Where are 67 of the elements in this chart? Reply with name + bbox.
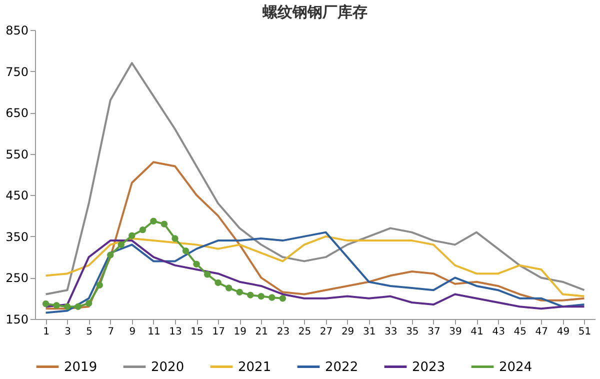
point bbox=[64, 303, 71, 310]
point bbox=[139, 226, 146, 234]
y-tick-label: 650 bbox=[6, 106, 28, 120]
point bbox=[96, 282, 103, 288]
point bbox=[204, 271, 211, 278]
point bbox=[225, 284, 232, 292]
x-tick-label: 39 bbox=[449, 326, 462, 338]
point bbox=[118, 241, 125, 248]
x-tick-label: 9 bbox=[129, 326, 136, 338]
point bbox=[247, 292, 254, 298]
y-tick-label: 750 bbox=[6, 64, 28, 79]
point bbox=[53, 302, 60, 309]
x-tick-label: 5 bbox=[86, 326, 93, 338]
x-tick-label: 51 bbox=[578, 326, 592, 338]
point bbox=[85, 300, 92, 307]
line-series bbox=[44, 62, 586, 296]
point bbox=[268, 294, 276, 301]
x-tick-label: 23 bbox=[276, 326, 290, 338]
x-tick-label: 3 bbox=[64, 326, 71, 338]
point bbox=[172, 235, 178, 242]
x-tick-label: 37 bbox=[428, 326, 440, 338]
point bbox=[42, 300, 50, 308]
x-tick-label: 21 bbox=[255, 326, 268, 338]
x-tick-label: 47 bbox=[535, 326, 548, 338]
y-tick-label: 350 bbox=[6, 230, 28, 244]
x-tick-label: 19 bbox=[234, 326, 246, 338]
point bbox=[279, 295, 286, 302]
legend-label: 2020 bbox=[151, 360, 184, 375]
point bbox=[128, 232, 136, 239]
x-tick-label: 49 bbox=[556, 326, 570, 338]
point bbox=[214, 279, 222, 286]
point bbox=[107, 252, 114, 258]
point bbox=[193, 260, 200, 268]
y-tick-label: 450 bbox=[6, 188, 28, 203]
x-tick-label: 15 bbox=[190, 326, 204, 338]
x-tick-label: 7 bbox=[108, 326, 114, 338]
point bbox=[182, 248, 190, 254]
legend-label: 2023 bbox=[412, 360, 446, 375]
x-tick-label: 31 bbox=[362, 326, 376, 338]
x-tick-label: 35 bbox=[406, 326, 419, 338]
line-series bbox=[44, 231, 586, 314]
legend-label: 2019 bbox=[64, 360, 98, 375]
y-tick-label: 850 bbox=[6, 24, 28, 38]
x-tick-label: 11 bbox=[148, 326, 160, 338]
point bbox=[236, 288, 243, 296]
legend-label: 2022 bbox=[325, 360, 358, 375]
point bbox=[74, 303, 82, 310]
x-tick-label: 27 bbox=[320, 326, 333, 338]
line-series bbox=[44, 161, 586, 310]
x-tick-label: 1 bbox=[43, 326, 50, 338]
x-tick-label: 45 bbox=[514, 326, 526, 338]
x-tick-label: 25 bbox=[298, 326, 312, 338]
y-tick-label: 550 bbox=[6, 147, 28, 162]
y-tick-label: 150 bbox=[6, 312, 28, 326]
legend-label: 2021 bbox=[238, 360, 272, 375]
x-tick-label: 41 bbox=[470, 326, 484, 338]
point bbox=[258, 292, 265, 300]
chart-title: 螺纹钢钢厂库存 bbox=[262, 3, 368, 21]
point bbox=[150, 218, 157, 224]
x-tick-label: 29 bbox=[341, 326, 354, 338]
x-tick-label: 33 bbox=[384, 326, 398, 338]
point bbox=[160, 220, 168, 228]
x-tick-label: 43 bbox=[492, 326, 505, 338]
x-tick-label: 17 bbox=[212, 326, 225, 338]
y-tick-label: 250 bbox=[6, 271, 28, 286]
legend-label: 2024 bbox=[499, 360, 532, 375]
x-tick-label: 13 bbox=[169, 326, 182, 338]
